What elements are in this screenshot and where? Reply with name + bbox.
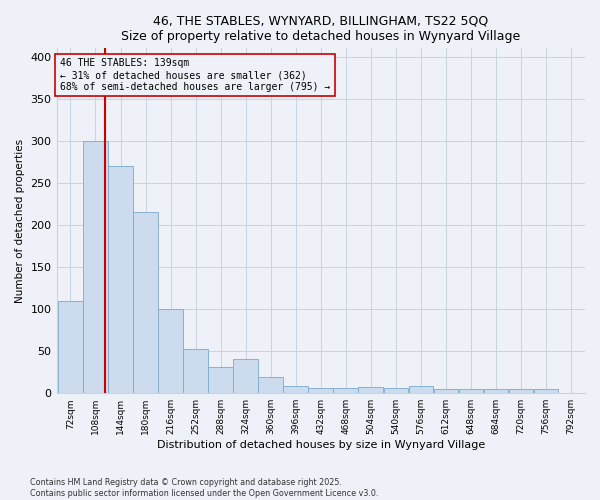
Bar — [58, 300, 83, 393]
Bar — [133, 212, 158, 393]
Text: 46 THE STABLES: 139sqm
← 31% of detached houses are smaller (362)
68% of semi-de: 46 THE STABLES: 139sqm ← 31% of detached… — [60, 58, 330, 92]
Bar — [233, 358, 258, 393]
Bar — [509, 389, 533, 393]
Bar — [208, 367, 233, 393]
Bar — [334, 388, 358, 393]
Bar — [434, 389, 458, 393]
Bar — [308, 388, 333, 393]
Bar — [409, 386, 433, 393]
Bar — [534, 389, 559, 393]
Title: 46, THE STABLES, WYNYARD, BILLINGHAM, TS22 5QQ
Size of property relative to deta: 46, THE STABLES, WYNYARD, BILLINGHAM, TS… — [121, 15, 520, 43]
X-axis label: Distribution of detached houses by size in Wynyard Village: Distribution of detached houses by size … — [157, 440, 485, 450]
Bar — [458, 389, 484, 393]
Bar — [108, 166, 133, 393]
Y-axis label: Number of detached properties: Number of detached properties — [15, 138, 25, 303]
Bar — [383, 388, 408, 393]
Bar — [484, 389, 508, 393]
Bar — [158, 309, 183, 393]
Text: Contains HM Land Registry data © Crown copyright and database right 2025.
Contai: Contains HM Land Registry data © Crown c… — [30, 478, 379, 498]
Bar — [259, 377, 283, 393]
Bar — [183, 350, 208, 393]
Bar — [283, 386, 308, 393]
Bar — [83, 141, 108, 393]
Bar — [358, 388, 383, 393]
